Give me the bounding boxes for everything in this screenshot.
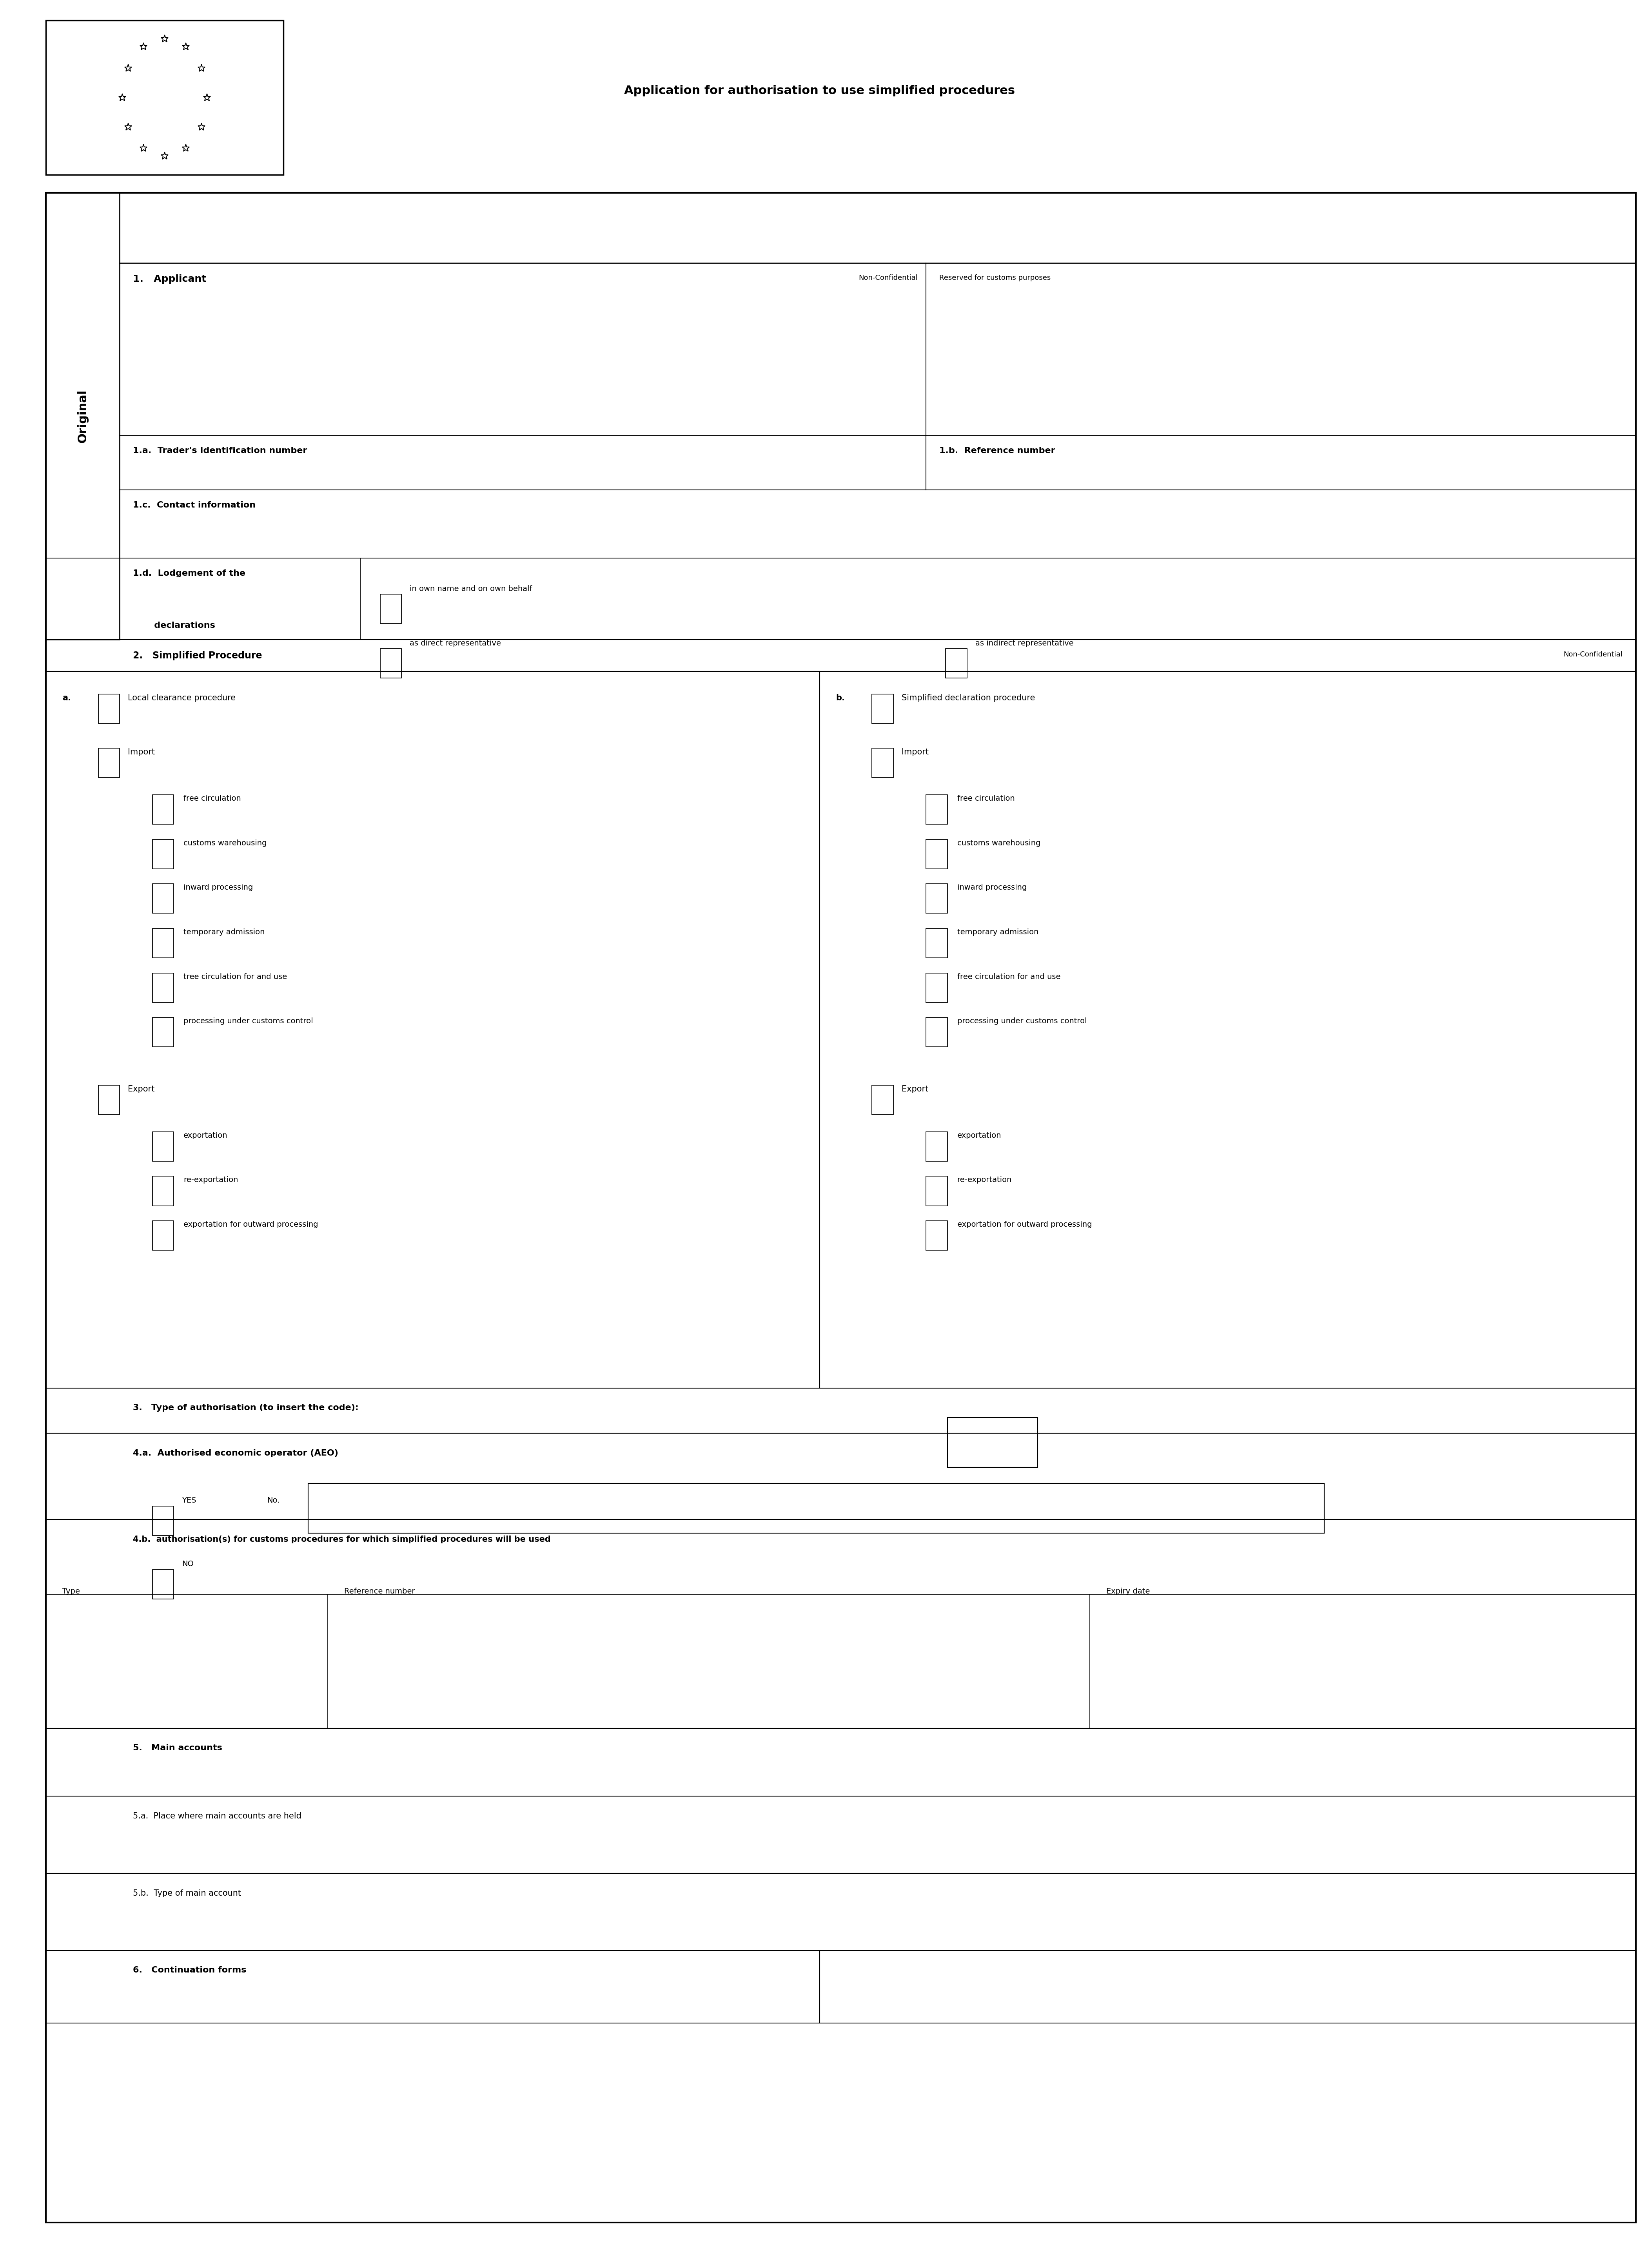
Text: declarations: declarations: [133, 621, 215, 628]
Text: 1.b.  Reference number: 1.b. Reference number: [939, 447, 1056, 454]
Bar: [308, 1483, 1324, 1533]
Text: Reference number: Reference number: [344, 1588, 415, 1594]
Bar: [947, 1418, 1037, 1467]
Bar: [926, 839, 947, 869]
Text: exportation: exportation: [184, 1132, 228, 1139]
Text: 4.a.  Authorised economic operator (AEO): 4.a. Authorised economic operator (AEO): [133, 1449, 338, 1456]
Bar: [926, 928, 947, 957]
Bar: [98, 748, 120, 778]
Bar: [46, 20, 284, 175]
Bar: [926, 973, 947, 1002]
Text: 4.b.  authorisation(s) for customs procedures for which simplified procedures wi: 4.b. authorisation(s) for customs proced…: [133, 1535, 551, 1542]
Text: as indirect representative: as indirect representative: [975, 640, 1074, 646]
Text: as direct representative: as direct representative: [410, 640, 502, 646]
Text: exportation for outward processing: exportation for outward processing: [957, 1220, 1092, 1229]
Bar: [98, 694, 120, 723]
Text: Original: Original: [77, 390, 89, 442]
Text: processing under customs control: processing under customs control: [957, 1018, 1087, 1025]
Text: 1.d.  Lodgement of the: 1.d. Lodgement of the: [133, 569, 246, 576]
Text: Expiry date: Expiry date: [1106, 1588, 1151, 1594]
Text: 1.   Applicant: 1. Applicant: [133, 274, 207, 284]
Text: 6.   Continuation forms: 6. Continuation forms: [133, 1966, 246, 1973]
Bar: [926, 1132, 947, 1161]
Bar: [380, 649, 402, 678]
Text: Export: Export: [128, 1086, 154, 1093]
Text: Import: Import: [128, 748, 156, 755]
Text: Reserved for customs purposes: Reserved for customs purposes: [939, 274, 1051, 281]
Bar: [152, 885, 174, 914]
Bar: [926, 1018, 947, 1048]
Bar: [152, 1177, 174, 1207]
Text: tree circulation for and use: tree circulation for and use: [184, 973, 287, 980]
Text: 1.a.  Trader's Identification number: 1.a. Trader's Identification number: [133, 447, 306, 454]
Text: Local clearance procedure: Local clearance procedure: [128, 694, 236, 701]
Bar: [152, 973, 174, 1002]
Text: customs warehousing: customs warehousing: [957, 839, 1041, 846]
Bar: [152, 1132, 174, 1161]
Text: Non-Confidential: Non-Confidential: [1564, 651, 1623, 658]
Text: free circulation: free circulation: [184, 794, 241, 803]
Bar: [872, 748, 893, 778]
Bar: [46, 193, 1636, 2223]
Text: Import: Import: [901, 748, 929, 755]
Bar: [152, 794, 174, 823]
Text: temporary admission: temporary admission: [957, 928, 1039, 937]
Bar: [926, 885, 947, 914]
Text: temporary admission: temporary admission: [184, 928, 266, 937]
Bar: [152, 1220, 174, 1250]
Text: 1.c.  Contact information: 1.c. Contact information: [133, 501, 256, 508]
Bar: [152, 928, 174, 957]
Text: customs warehousing: customs warehousing: [184, 839, 267, 846]
Bar: [46, 193, 120, 640]
Text: Non-Confidential: Non-Confidential: [859, 274, 918, 281]
Bar: [946, 649, 967, 678]
Text: free circulation: free circulation: [957, 794, 1015, 803]
Text: free circulation for and use: free circulation for and use: [957, 973, 1060, 980]
Bar: [152, 1506, 174, 1535]
Bar: [926, 1220, 947, 1250]
Text: inward processing: inward processing: [957, 885, 1026, 891]
Text: 5.b.  Type of main account: 5.b. Type of main account: [133, 1889, 241, 1896]
Text: exportation: exportation: [957, 1132, 1001, 1139]
Bar: [152, 1018, 174, 1048]
Text: Simplified declaration procedure: Simplified declaration procedure: [901, 694, 1034, 701]
Text: in own name and on own behalf: in own name and on own behalf: [410, 585, 533, 592]
Bar: [872, 694, 893, 723]
Bar: [152, 1569, 174, 1599]
Bar: [380, 594, 402, 624]
Bar: [926, 794, 947, 823]
Text: inward processing: inward processing: [184, 885, 252, 891]
Text: re-exportation: re-exportation: [957, 1177, 1011, 1184]
Bar: [926, 1177, 947, 1207]
Text: re-exportation: re-exportation: [184, 1177, 238, 1184]
Bar: [872, 1086, 893, 1116]
Bar: [152, 839, 174, 869]
Text: 5.   Main accounts: 5. Main accounts: [133, 1744, 223, 1751]
Text: No.: No.: [267, 1497, 280, 1504]
Text: Export: Export: [901, 1086, 928, 1093]
Text: a.: a.: [62, 694, 70, 701]
Text: Type: Type: [62, 1588, 80, 1594]
Text: 3.   Type of authorisation (to insert the code):: 3. Type of authorisation (to insert the …: [133, 1404, 359, 1411]
Text: NO: NO: [182, 1560, 193, 1567]
Text: YES: YES: [182, 1497, 197, 1504]
Text: exportation for outward processing: exportation for outward processing: [184, 1220, 318, 1229]
Text: b.: b.: [836, 694, 844, 701]
Text: 5.a.  Place where main accounts are held: 5.a. Place where main accounts are held: [133, 1812, 302, 1819]
Text: 2.   Simplified Procedure: 2. Simplified Procedure: [133, 651, 262, 660]
Text: processing under customs control: processing under customs control: [184, 1018, 313, 1025]
Text: Application for authorisation to use simplified procedures: Application for authorisation to use sim…: [624, 84, 1015, 98]
Bar: [98, 1086, 120, 1116]
